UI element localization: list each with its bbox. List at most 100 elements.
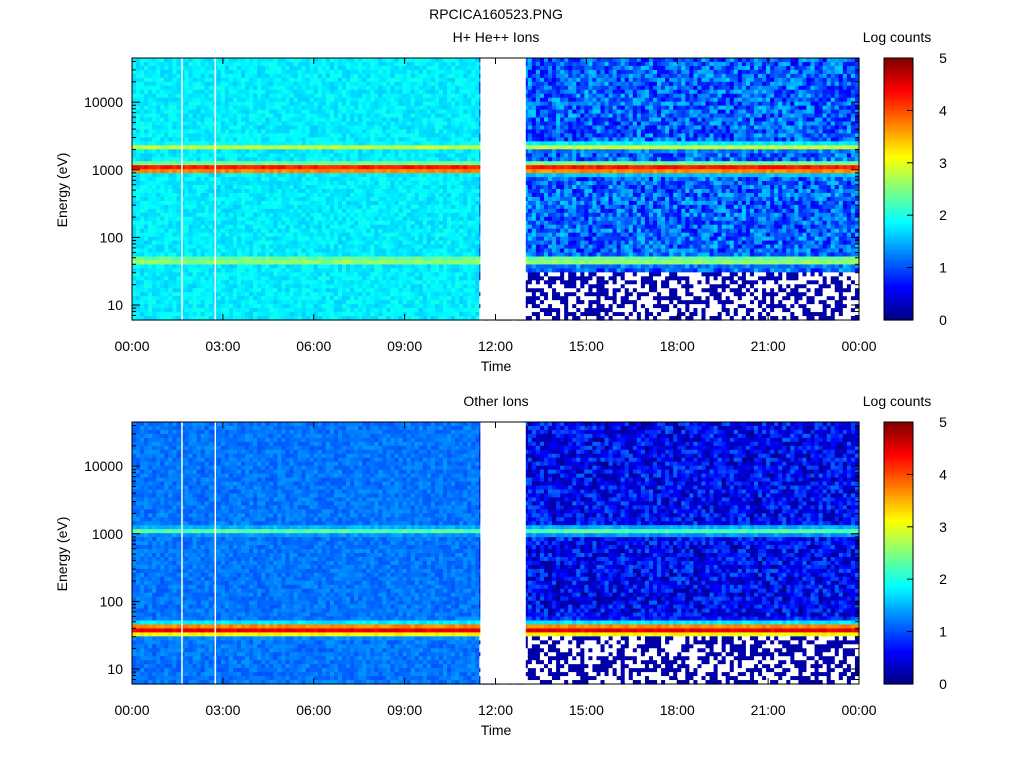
heatmap-cell [313, 149, 319, 154]
heatmap-cell [132, 157, 137, 162]
heatmap-cell [265, 181, 270, 186]
heatmap-cell [140, 157, 145, 162]
heatmap-cell [168, 145, 173, 150]
heatmap-cell [422, 248, 428, 254]
heatmap-cell [370, 89, 375, 95]
heatmap-cell [180, 113, 186, 119]
heatmap-cell [180, 77, 186, 83]
heatmap-cell [358, 220, 363, 226]
heatmap-cell [297, 141, 303, 146]
heatmap-cell [249, 280, 254, 285]
heatmap-cell [265, 256, 270, 262]
heatmap-cell [237, 308, 242, 313]
heatmap-cell [358, 73, 363, 79]
heatmap-cell [333, 101, 339, 107]
heatmap-cell [313, 248, 319, 254]
heatmap-cell [378, 220, 384, 226]
heatmap-cell [172, 212, 178, 218]
heatmap-cell [132, 204, 137, 210]
heatmap-cell [269, 216, 274, 222]
heatmap-cell [346, 264, 351, 269]
heatmap-cell [325, 61, 331, 67]
heatmap-cell [309, 65, 315, 71]
heatmap-cell [140, 58, 145, 63]
heatmap-cell [228, 316, 234, 321]
heatmap-cell [237, 85, 242, 91]
heatmap-cell [132, 240, 137, 246]
heatmap-cell [289, 113, 295, 119]
heatmap-cell [196, 141, 202, 146]
heatmap-cell [168, 264, 173, 269]
heatmap-cell [313, 192, 319, 198]
heatmap-cell [410, 189, 416, 194]
heatmap-cell [257, 169, 262, 174]
heatmap-cell [281, 161, 287, 166]
heatmap-cell [180, 252, 186, 258]
heatmap-cell [414, 312, 420, 317]
heatmap-cell [136, 65, 141, 71]
heatmap-cell [394, 248, 400, 254]
heatmap-cell [305, 304, 311, 309]
heatmap-cell [301, 308, 307, 313]
heatmap-cell [200, 280, 206, 285]
heatmap-cell [220, 224, 226, 230]
heatmap-cell [192, 260, 198, 266]
heatmap-cell [136, 173, 141, 178]
heatmap-cell [281, 244, 287, 250]
heatmap-cell [329, 101, 335, 107]
heatmap-cell [354, 165, 359, 170]
heatmap-cell [434, 192, 440, 198]
heatmap-cell [374, 137, 379, 142]
heatmap-cell [430, 280, 436, 285]
heatmap-cell [152, 173, 157, 178]
heatmap-cell [390, 272, 396, 277]
heatmap-cell [253, 192, 258, 198]
heatmap-cell [358, 117, 363, 123]
heatmap-cell [277, 113, 283, 119]
heatmap-cell [216, 236, 222, 242]
heatmap-cell [337, 280, 343, 285]
heatmap-cell [426, 216, 432, 222]
heatmap-cell [188, 133, 194, 138]
heatmap-cell [208, 236, 214, 242]
heatmap-cell [317, 272, 323, 277]
heatmap-cell [305, 157, 311, 162]
heatmap-cell [378, 153, 384, 158]
heatmap-cell [289, 200, 295, 206]
heatmap-cell [148, 177, 153, 182]
heatmap-cell [430, 189, 436, 194]
heatmap-cell [374, 181, 379, 186]
heatmap-cell [232, 109, 238, 115]
heatmap-cell [273, 129, 278, 135]
heatmap-cell [366, 137, 371, 142]
heatmap-cell [257, 308, 262, 313]
heatmap-cell [337, 145, 343, 150]
heatmap-cell [228, 292, 234, 297]
heatmap-cell [140, 85, 145, 91]
heatmap-cell [241, 133, 246, 138]
heatmap-cell [216, 185, 222, 190]
heatmap-cell [216, 89, 222, 95]
heatmap-cell [176, 288, 182, 293]
heatmap-cell [208, 185, 214, 190]
heatmap-cell [208, 244, 214, 250]
heatmap-cell [224, 212, 230, 218]
heatmap-cell [232, 73, 238, 79]
heatmap-cell [289, 292, 295, 297]
heatmap-cell [253, 292, 258, 297]
heatmap-cell [196, 204, 202, 210]
heatmap-cell [253, 224, 258, 230]
heatmap-cell [414, 300, 420, 305]
heatmap-cell [265, 228, 270, 234]
heatmap-cell [245, 276, 250, 281]
heatmap-cell [228, 113, 234, 119]
heatmap-cell [394, 129, 400, 135]
heatmap-cell [406, 161, 412, 166]
heatmap-cell [317, 85, 323, 91]
heatmap-cell [220, 177, 226, 182]
heatmap-cell [406, 272, 412, 277]
heatmap-cell [140, 181, 145, 186]
heatmap-cell [382, 208, 388, 214]
heatmap-cell [414, 268, 420, 273]
heatmap-cell [426, 173, 432, 178]
